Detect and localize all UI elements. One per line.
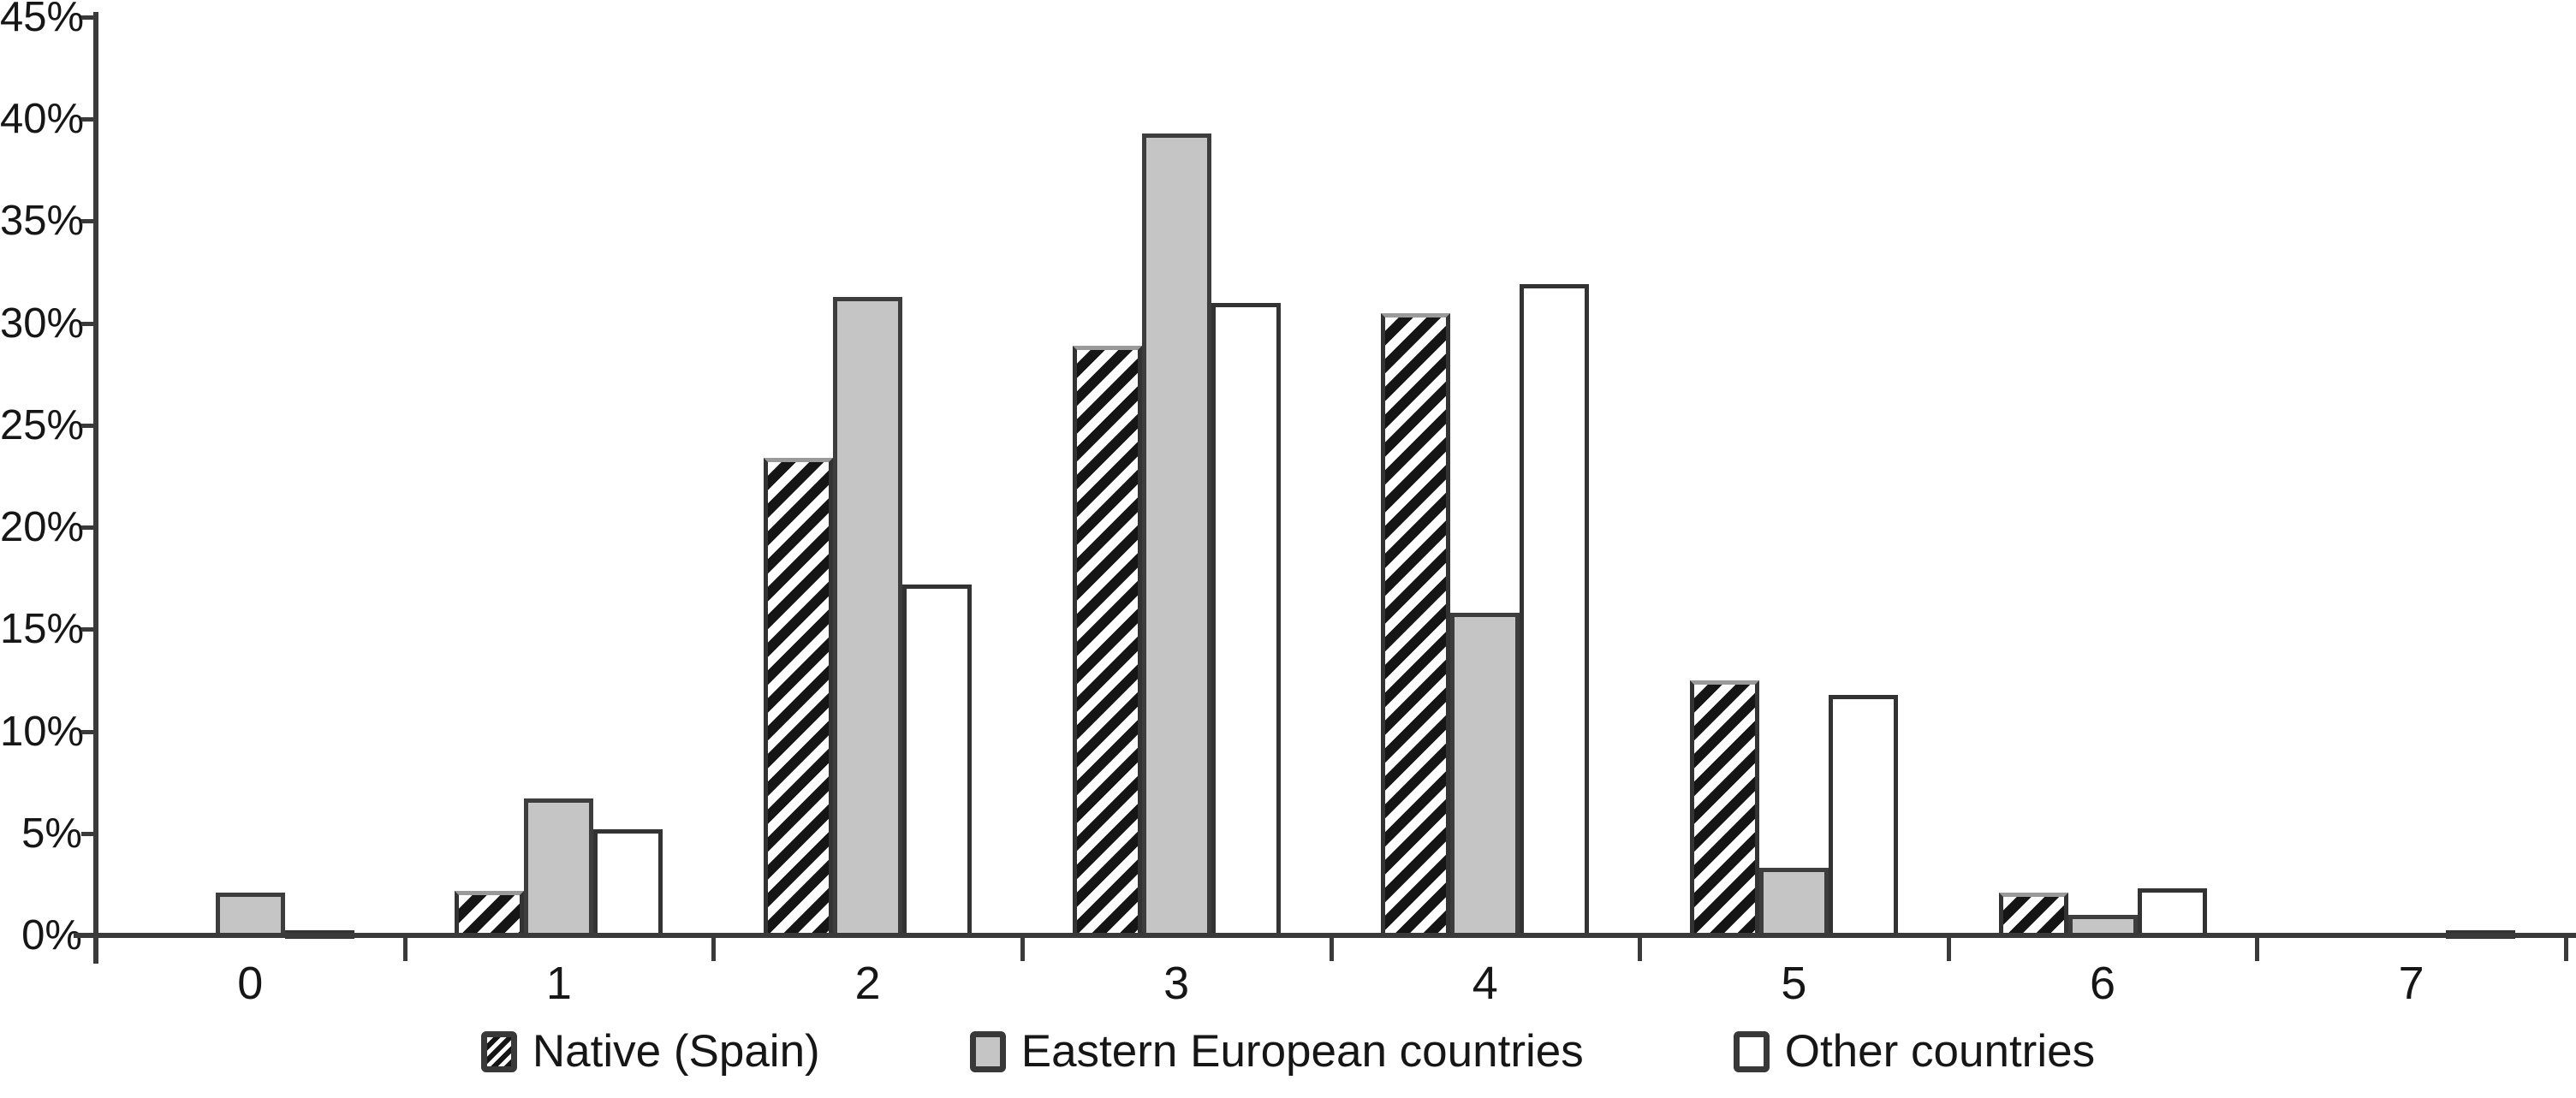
bar-series2-cat1: [593, 829, 663, 938]
x-axis-tick: [1020, 935, 1025, 961]
y-axis-line: [93, 12, 98, 964]
x-axis-tick: [402, 935, 408, 961]
y-axis-tick: [81, 934, 97, 938]
y-tick-label: 10%: [0, 708, 85, 755]
y-tick-label: 30%: [0, 300, 85, 347]
legend: Native (Spain) Eastern European countrie…: [0, 1025, 2576, 1077]
bar-series0-cat3: [1072, 345, 1142, 938]
bar-series0-cat6: [1998, 892, 2068, 938]
y-tick-label: 40%: [0, 96, 85, 143]
y-axis-tick: [81, 219, 97, 224]
y-axis-tick: [81, 729, 97, 734]
x-axis-tick: [94, 935, 98, 961]
x-axis-tick: [711, 935, 717, 961]
bar-series2-cat4: [1520, 284, 1590, 938]
x-axis-tick: [1638, 935, 1643, 961]
y-tick-label: 35%: [0, 198, 85, 245]
legend-item-eastern-european: Eastern European countries: [969, 1025, 1584, 1077]
bar-series2-cat6: [2137, 888, 2207, 938]
bar-series2-cat5: [1828, 694, 1898, 938]
legend-label: Native (Spain): [532, 1026, 820, 1077]
x-axis-tick: [1946, 935, 1951, 961]
y-tick-label: 0%: [21, 912, 82, 959]
y-axis-tick: [81, 627, 97, 632]
x-category-label-4: 4: [1472, 958, 1498, 1009]
x-category-label-6: 6: [2090, 958, 2116, 1009]
white-swatch-icon: [1733, 1030, 1770, 1072]
bar-series0-cat2: [764, 458, 834, 938]
gray-swatch-icon: [969, 1030, 1006, 1072]
x-category-label-2: 2: [854, 958, 881, 1009]
y-axis-tick: [81, 117, 97, 122]
bar-series0-cat1: [455, 890, 525, 938]
x-category-label-3: 3: [1163, 958, 1190, 1009]
y-tick-label: 25%: [0, 401, 85, 448]
y-axis-tick: [81, 423, 97, 428]
x-axis-line: [74, 933, 2576, 938]
y-tick-label: 5%: [21, 810, 82, 857]
x-category-label-0: 0: [237, 958, 264, 1009]
x-category-label-1: 1: [545, 958, 572, 1009]
bar-series0-cat4: [1381, 312, 1451, 938]
x-axis-tick: [2564, 935, 2568, 961]
bar-series1-cat5: [1758, 868, 1829, 938]
bar-series1-cat1: [524, 798, 594, 938]
y-axis-tick: [81, 831, 97, 836]
bar-series1-cat2: [833, 296, 903, 938]
bar-series1-cat0: [215, 892, 285, 938]
x-axis-tick: [1329, 935, 1334, 961]
bar-series1-cat4: [1450, 613, 1520, 938]
bar-series1-cat3: [1141, 133, 1211, 938]
bar-series2-cat2: [902, 584, 973, 938]
hatched-swatch-icon: [480, 1030, 517, 1072]
legend-item-native-spain: Native (Spain): [480, 1025, 820, 1077]
legend-item-other-countries: Other countries: [1733, 1025, 2096, 1077]
x-category-label-7: 7: [2398, 958, 2424, 1009]
legend-label: Other countries: [1784, 1026, 2096, 1077]
y-axis-tick: [81, 321, 97, 326]
y-tick-label: 20%: [0, 504, 85, 551]
x-axis-tick: [2255, 935, 2260, 961]
legend-label: Eastern European countries: [1020, 1026, 1584, 1077]
y-tick-label: 15%: [0, 606, 85, 653]
y-tick-label: 45%: [0, 0, 85, 40]
bar-series2-cat3: [1211, 302, 1281, 938]
y-axis-tick: [81, 15, 97, 20]
x-category-label-5: 5: [1781, 958, 1807, 1009]
y-axis-tick: [81, 525, 97, 531]
bar-series0-cat5: [1689, 680, 1759, 938]
